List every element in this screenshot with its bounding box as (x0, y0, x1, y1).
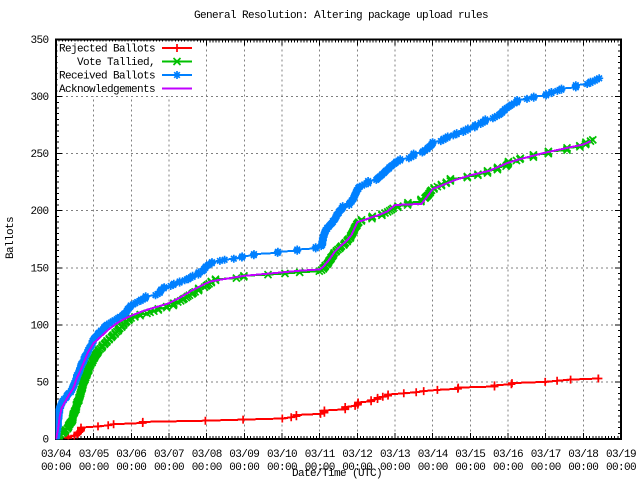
svg-text:03/18: 03/18 (568, 449, 598, 461)
svg-text:Rejected Ballots: Rejected Ballots (59, 44, 155, 56)
svg-text:00:00: 00:00 (493, 462, 523, 474)
svg-text:03/09: 03/09 (229, 449, 259, 461)
svg-text:00:00: 00:00 (418, 462, 448, 474)
svg-text:Received Ballots: Received Ballots (59, 71, 155, 83)
svg-text:03/10: 03/10 (267, 449, 297, 461)
svg-text:00:00: 00:00 (568, 462, 598, 474)
svg-text:03/15: 03/15 (455, 449, 485, 461)
svg-text:General Resolution: Altering p: General Resolution: Altering package upl… (194, 10, 488, 22)
svg-text:50: 50 (36, 377, 48, 389)
svg-text:03/05: 03/05 (79, 449, 109, 461)
svg-text:Acknowledgements: Acknowledgements (59, 84, 155, 96)
svg-text:00:00: 00:00 (41, 462, 71, 474)
svg-text:03/19: 03/19 (606, 449, 636, 461)
svg-text:00:00: 00:00 (305, 462, 335, 474)
svg-text:150: 150 (30, 263, 48, 275)
svg-text:03/14: 03/14 (418, 449, 449, 461)
svg-text:00:00: 00:00 (342, 462, 372, 474)
svg-text:00:00: 00:00 (79, 462, 109, 474)
svg-text:03/08: 03/08 (192, 449, 222, 461)
svg-text:Date/Time (UTC): Date/Time (UTC) (292, 468, 382, 480)
svg-text:00:00: 00:00 (267, 462, 297, 474)
svg-text:03/06: 03/06 (116, 449, 146, 461)
svg-text:350: 350 (30, 35, 48, 47)
svg-text:03/11: 03/11 (305, 449, 336, 461)
svg-text:00:00: 00:00 (229, 462, 259, 474)
svg-text:300: 300 (30, 92, 48, 104)
svg-text:03/04: 03/04 (41, 449, 72, 461)
svg-text:03/07: 03/07 (154, 449, 184, 461)
svg-text:00:00: 00:00 (116, 462, 146, 474)
svg-text:200: 200 (30, 206, 48, 218)
svg-text:00:00: 00:00 (192, 462, 222, 474)
svg-text:03/12: 03/12 (342, 449, 372, 461)
svg-text:00:00: 00:00 (531, 462, 561, 474)
svg-text:03/13: 03/13 (380, 449, 410, 461)
svg-text:00:00: 00:00 (154, 462, 184, 474)
svg-text:03/16: 03/16 (493, 449, 523, 461)
svg-text:250: 250 (30, 149, 48, 161)
svg-text:00:00: 00:00 (606, 462, 636, 474)
svg-text:0: 0 (42, 435, 48, 447)
svg-text:03/17: 03/17 (531, 449, 561, 461)
svg-text:100: 100 (30, 320, 48, 332)
svg-text:Ballots: Ballots (5, 217, 17, 259)
svg-text:Vote Tallied,: Vote Tallied, (77, 57, 155, 69)
svg-text:00:00: 00:00 (380, 462, 410, 474)
svg-text:00:00: 00:00 (455, 462, 485, 474)
